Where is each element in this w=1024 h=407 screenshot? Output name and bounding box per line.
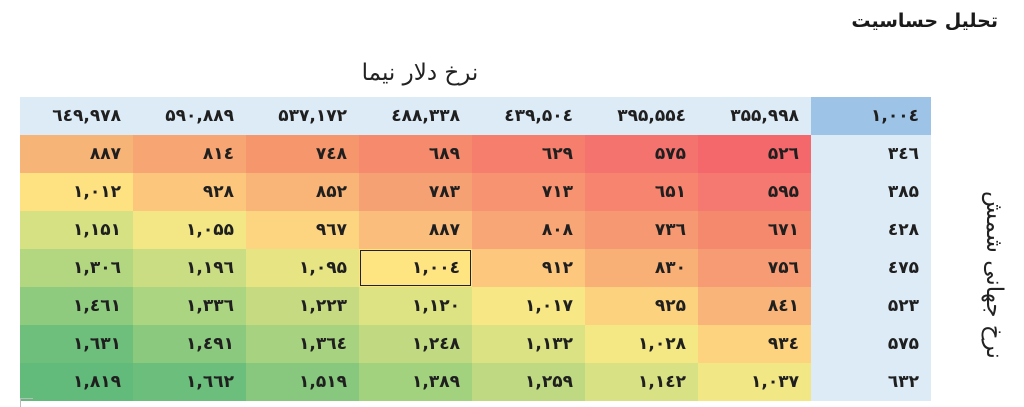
value-cell[interactable]: ۱,۱٤۲	[585, 363, 698, 401]
value-cell[interactable]: ۱,٤۹۱	[133, 325, 246, 363]
value-cell[interactable]: ۱,٤٦۱	[20, 287, 133, 325]
value-cell[interactable]: ۱,۱۹٦	[133, 249, 246, 287]
value-cell[interactable]: ۹۲۸	[133, 173, 246, 211]
column-header-cell[interactable]: ٤۸۸,۳۳۸	[359, 97, 472, 135]
value-cell[interactable]: ۷۸۳	[359, 173, 472, 211]
value-cell[interactable]: ۷۳٦	[585, 211, 698, 249]
value-cell[interactable]: ۱,۲٤۸	[359, 325, 472, 363]
value-cell[interactable]: ۹۲۵	[585, 287, 698, 325]
value-cell[interactable]: ۸۵۲	[246, 173, 359, 211]
column-header-cell[interactable]: ٦٤٩,٩٧٨	[20, 97, 133, 135]
value-cell[interactable]: ۱,٦٦۲	[133, 363, 246, 401]
row-header-cell[interactable]: ٦۳۲	[811, 363, 931, 401]
value-cell[interactable]: ۹۳٤	[698, 325, 811, 363]
table-row: ۸۸۷ ۸۱٤ ۷٤۸ ٦۸۹ ٦۲۹ ۵۷۵ ۵۲٦ ۳٤٦	[20, 135, 931, 173]
value-cell[interactable]: ۵۷۵	[585, 135, 698, 173]
value-cell[interactable]: ۸۸۷	[20, 135, 133, 173]
value-cell[interactable]: ۸۸۷	[359, 211, 472, 249]
table-row: ۱,٦۳۱ ۱,٤۹۱ ۱,۳٦٤ ۱,۲٤۸ ۱,۱۳۲ ۱,۰۲۸ ۹۳٤ ۵۷۵	[20, 325, 931, 363]
value-cell[interactable]: ٦۲۹	[472, 135, 585, 173]
value-cell[interactable]: ۱,۳۰٦	[20, 249, 133, 287]
value-cell[interactable]: ۷۵٦	[698, 249, 811, 287]
value-cell[interactable]: ۱,۵۱۹	[246, 363, 359, 401]
value-cell[interactable]: ۱,۰۲۸	[585, 325, 698, 363]
table-row: ۱,۰۱۲ ۹۲۸ ۸۵۲ ۷۸۳ ۷۱۳ ٦۵۱ ۵۹۵ ۳۸۵	[20, 173, 931, 211]
value-cell[interactable]: ۱,٦۳۱	[20, 325, 133, 363]
value-cell[interactable]: ۱,۰۳۷	[698, 363, 811, 401]
row-header-cell[interactable]: ۵۷۵	[811, 325, 931, 363]
value-cell[interactable]: ۱,۱۵۱	[20, 211, 133, 249]
value-cell[interactable]: ۱,۳٦٤	[246, 325, 359, 363]
value-cell[interactable]: ۸۰۸	[472, 211, 585, 249]
sensitivity-table: ٦٤٩,٩٧٨ ۵۹۰,۸۸۹ ۵۳۷,۱۷۲ ٤۸۸,۳۳۸ ٤۳۹,۵۰٤ ۳۹۵,۵…	[20, 97, 931, 401]
table-row: ۱,٤٦۱ ۱,۳۳٦ ۱,۲۲۳ ۱,۱۲۰ ۱,۰۱۷ ۹۲۵ ۸٤۱ ۵۲۳	[20, 287, 931, 325]
value-cell[interactable]: ۱,۰۱۲	[20, 173, 133, 211]
value-cell[interactable]: ۷۱۳	[472, 173, 585, 211]
column-header-cell[interactable]: ۳۹۵,۵۵٤	[585, 97, 698, 135]
column-header-cell[interactable]: ۵۹۰,۸۸۹	[133, 97, 246, 135]
value-cell[interactable]: ۵۲٦	[698, 135, 811, 173]
value-cell[interactable]: ۵۹۵	[698, 173, 811, 211]
table-row: ۱,۱۵۱ ۱,۰۵۵ ۹٦۷ ۸۸۷ ۸۰۸ ۷۳٦ ٦۷۱ ٤۲۸	[20, 211, 931, 249]
row-header-cell[interactable]: ٤۲۸	[811, 211, 931, 249]
row-axis-label: نرخ جهانی شمش	[981, 191, 1007, 359]
row-header-cell[interactable]: ۳٤٦	[811, 135, 931, 173]
value-cell[interactable]: ۱,۸۱۹	[20, 363, 133, 401]
value-cell[interactable]: ۱,۰۰٤	[359, 249, 472, 287]
value-cell[interactable]: ۱,۱۳۲	[472, 325, 585, 363]
value-cell[interactable]: ۸٤۱	[698, 287, 811, 325]
value-cell[interactable]: ٦۷۱	[698, 211, 811, 249]
value-cell[interactable]: ۱,۲۵۹	[472, 363, 585, 401]
row-header-cell[interactable]: ۳۸۵	[811, 173, 931, 211]
table-row: ۱,۸۱۹ ۱,٦٦۲ ۱,۵۱۹ ۱,۳۸۹ ۱,۲۵۹ ۱,۱٤۲ ۱,۰۳۷ ٦۳۲	[20, 363, 931, 401]
value-cell[interactable]: ۱,۰۹۵	[246, 249, 359, 287]
value-cell[interactable]: ۸۳۰	[585, 249, 698, 287]
column-axis-label: نرخ دلار نیما	[361, 60, 479, 86]
column-header-row: ٦٤٩,٩٧٨ ۵۹۰,۸۸۹ ۵۳۷,۱۷۲ ٤۸۸,۳۳۸ ٤۳۹,۵۰٤ ۳۹۵,۵…	[20, 97, 931, 135]
value-cell[interactable]: ٦۵۱	[585, 173, 698, 211]
column-header-cell[interactable]: ۳۵۵,۹۹۸	[698, 97, 811, 135]
value-cell[interactable]: ۹٦۷	[246, 211, 359, 249]
table-row: ۱,۳۰٦ ۱,۱۹٦ ۱,۰۹۵ ۱,۰۰٤ ۹۱۲ ۸۳۰ ۷۵٦ ٤۷۵	[20, 249, 931, 287]
value-cell[interactable]: ۱,۱۲۰	[359, 287, 472, 325]
row-header-cell[interactable]: ۵۲۳	[811, 287, 931, 325]
sheet-corner-mark	[20, 398, 33, 407]
value-cell[interactable]: ۷٤۸	[246, 135, 359, 173]
value-cell[interactable]: ٦۸۹	[359, 135, 472, 173]
value-cell[interactable]: ۸۱٤	[133, 135, 246, 173]
value-cell[interactable]: ۹۱۲	[472, 249, 585, 287]
value-cell[interactable]: ۱,۲۲۳	[246, 287, 359, 325]
page-title: تحلیل حساسیت	[851, 10, 998, 32]
value-cell[interactable]: ۱,۳۳٦	[133, 287, 246, 325]
row-header-cell[interactable]: ٤۷۵	[811, 249, 931, 287]
column-header-cell[interactable]: ۵۳۷,۱۷۲	[246, 97, 359, 135]
value-cell[interactable]: ۱,۰۵۵	[133, 211, 246, 249]
column-header-cell[interactable]: ٤۳۹,۵۰٤	[472, 97, 585, 135]
value-cell[interactable]: ۱,۳۸۹	[359, 363, 472, 401]
value-cell[interactable]: ۱,۰۱۷	[472, 287, 585, 325]
corner-cell[interactable]: ۱,۰۰٤	[811, 97, 931, 135]
